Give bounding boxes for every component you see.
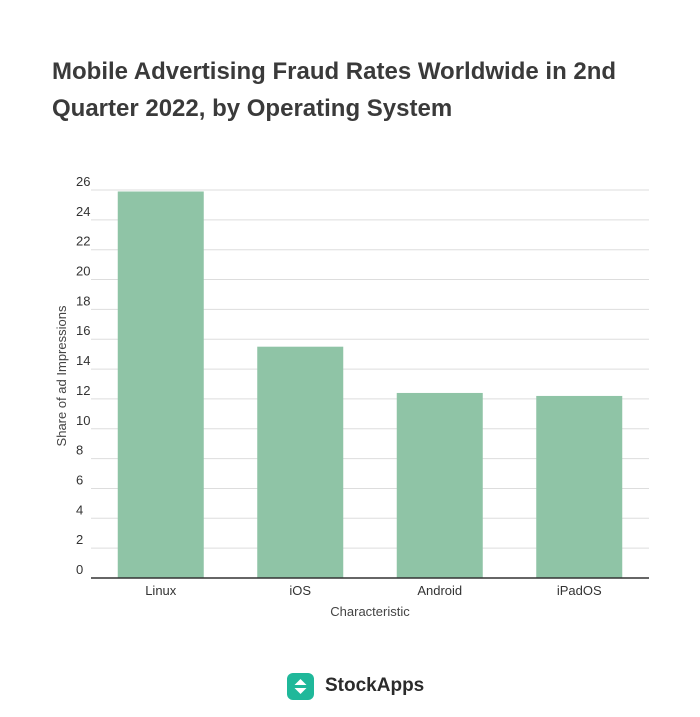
y-tick-label: 10 xyxy=(76,413,90,428)
bar-ios xyxy=(257,346,344,578)
y-tick-label: 26 xyxy=(76,174,90,189)
x-tick-label: iPadOS xyxy=(557,583,602,598)
y-tick-label: 24 xyxy=(76,204,90,219)
y-tick-label: 14 xyxy=(76,353,90,368)
bar-linux xyxy=(117,191,204,578)
x-tick-label: Android xyxy=(417,583,462,598)
x-tick-label: Linux xyxy=(145,583,177,598)
y-tick-label: 6 xyxy=(76,472,83,487)
y-tick-label: 22 xyxy=(76,234,90,249)
chart-title: Mobile Advertising Fraud Rates Worldwide… xyxy=(52,58,617,122)
bar-ipados xyxy=(536,395,623,578)
y-tick-label: 16 xyxy=(76,323,90,338)
y-tick-label: 2 xyxy=(76,532,83,547)
stockapps-logo: StockApps xyxy=(287,672,424,700)
bar-android xyxy=(396,392,483,578)
y-tick-label: 4 xyxy=(76,502,83,517)
x-axis-label: Characteristic xyxy=(330,604,410,619)
y-axis-label: Share of ad Impressions xyxy=(54,305,69,446)
y-tick-label: 12 xyxy=(76,383,90,398)
y-tick-label: 8 xyxy=(76,443,83,458)
x-tick-label: iOS xyxy=(289,583,311,598)
y-tick-label: 18 xyxy=(76,293,90,308)
stockapps-logo-icon xyxy=(287,672,314,700)
x-tick-labels: Linux iOS Android iPadOS xyxy=(145,583,602,598)
y-tick-label: 0 xyxy=(76,562,83,577)
bars xyxy=(117,191,623,578)
stockapps-logo-text: StockApps xyxy=(325,675,425,696)
y-tick-label: 20 xyxy=(76,264,90,279)
